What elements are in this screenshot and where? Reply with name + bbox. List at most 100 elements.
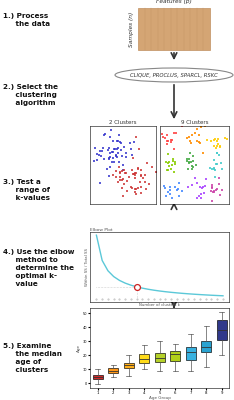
Point	[102, 156, 106, 162]
Point	[139, 167, 143, 173]
Point	[125, 188, 129, 194]
Point	[132, 139, 136, 145]
Point	[116, 179, 120, 185]
Point	[163, 183, 166, 189]
Point	[167, 162, 171, 169]
Point	[212, 189, 216, 196]
Point	[199, 191, 203, 198]
Text: CLIQUE, PROCLUS, SPARCL, RSKC: CLIQUE, PROCLUS, SPARCL, RSKC	[130, 72, 218, 78]
Point	[220, 166, 223, 172]
Point	[98, 152, 101, 158]
Point	[211, 188, 215, 195]
Y-axis label: Age: Age	[77, 344, 81, 352]
Point	[172, 146, 176, 152]
Point	[107, 155, 110, 162]
Point	[113, 146, 117, 152]
Point	[166, 167, 169, 174]
Point	[212, 143, 216, 149]
Point	[133, 170, 137, 177]
Point	[213, 135, 217, 142]
Point	[173, 161, 177, 168]
Point	[137, 146, 141, 152]
Point	[104, 131, 107, 138]
Point	[138, 179, 141, 186]
Point	[210, 166, 214, 173]
Point	[120, 153, 124, 159]
Point	[216, 150, 219, 156]
Point	[187, 156, 191, 162]
Point	[176, 186, 180, 192]
Point	[193, 175, 197, 181]
Point	[210, 198, 214, 204]
Point	[134, 191, 138, 197]
Point	[122, 181, 126, 188]
Point	[132, 155, 135, 162]
Point	[223, 135, 227, 142]
Point	[164, 135, 167, 142]
Point	[191, 153, 195, 160]
Text: Elbow Plot: Elbow Plot	[90, 228, 113, 232]
Point	[198, 184, 201, 190]
Point	[213, 173, 216, 180]
Point	[195, 138, 199, 144]
Point	[169, 166, 173, 173]
Point	[165, 167, 169, 173]
Point	[154, 169, 157, 176]
Point	[124, 150, 128, 156]
Point	[199, 195, 203, 201]
Point	[210, 182, 214, 188]
PathPatch shape	[108, 368, 118, 373]
Text: 1.) Process
     the data: 1.) Process the data	[3, 13, 50, 27]
Point	[108, 134, 112, 140]
Text: 5.) Examine
     the median
     age of
     clusters: 5.) Examine the median age of clusters	[3, 343, 62, 373]
Point	[130, 152, 133, 158]
Point	[193, 130, 196, 136]
Point	[199, 124, 203, 131]
Point	[116, 138, 119, 144]
Point	[220, 186, 223, 193]
Point	[111, 138, 114, 144]
Point	[166, 150, 169, 157]
Point	[117, 159, 121, 165]
Point	[134, 186, 138, 192]
Point	[212, 188, 216, 194]
Point	[130, 185, 134, 191]
Point	[174, 130, 178, 136]
Point	[216, 141, 220, 148]
Point	[136, 164, 140, 171]
Point	[215, 143, 219, 150]
Point	[131, 167, 134, 173]
Point	[191, 163, 194, 170]
Point	[124, 170, 128, 177]
Point	[167, 189, 170, 196]
Point	[114, 153, 117, 159]
Point	[150, 164, 154, 170]
Point	[117, 144, 120, 151]
Point	[202, 190, 205, 196]
Point	[187, 134, 190, 140]
Point	[134, 188, 137, 195]
Ellipse shape	[115, 68, 233, 82]
Point	[141, 175, 145, 181]
Text: Samples (n): Samples (n)	[129, 11, 135, 47]
Point	[107, 155, 110, 162]
Point	[165, 132, 169, 138]
PathPatch shape	[93, 375, 103, 379]
Text: 2.) Select the
     clustering
     algorithm: 2.) Select the clustering algorithm	[3, 84, 58, 106]
Point	[114, 152, 118, 158]
PathPatch shape	[155, 353, 165, 362]
Point	[123, 166, 126, 173]
Point	[115, 154, 119, 160]
Point	[180, 188, 183, 194]
Point	[139, 184, 143, 191]
X-axis label: Number of clusters k: Number of clusters k	[139, 303, 180, 307]
Point	[132, 170, 135, 177]
Point	[93, 158, 96, 164]
Point	[167, 158, 171, 165]
Point	[217, 181, 221, 188]
Point	[98, 180, 102, 186]
Point	[218, 143, 222, 150]
Point	[186, 156, 189, 163]
Point	[111, 148, 114, 155]
Point	[212, 137, 216, 143]
